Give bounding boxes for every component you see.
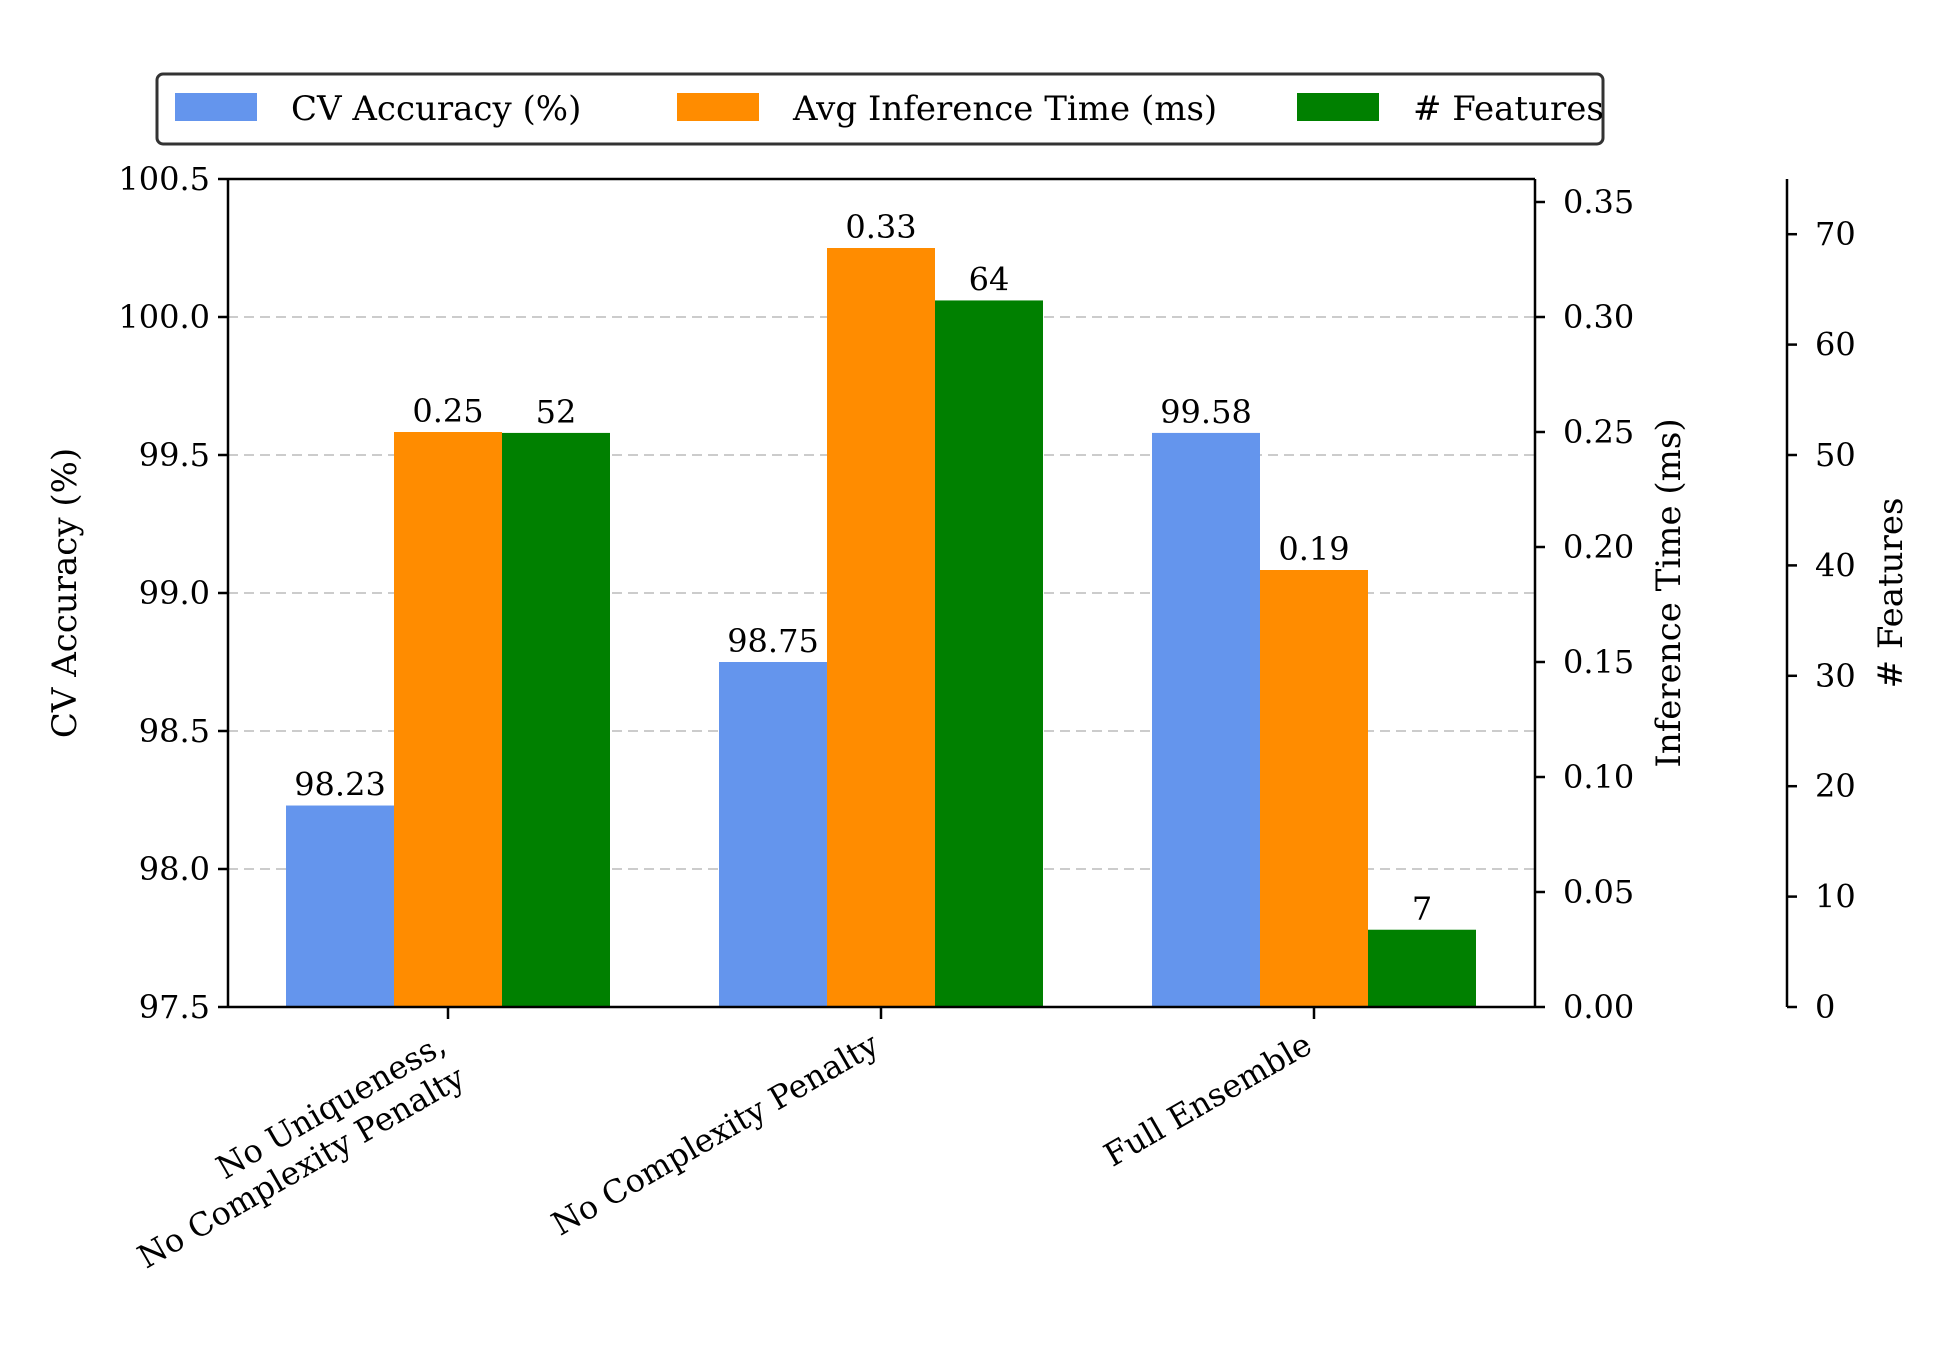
far-right-tick-label: 70 xyxy=(1815,215,1856,253)
right-tick-label: 0.20 xyxy=(1563,528,1634,566)
left-axis-title: CV Accuracy (%) xyxy=(45,448,85,738)
left-tick-label: 100.0 xyxy=(118,298,210,336)
right-tick-label: 0.30 xyxy=(1563,298,1634,336)
bar-value-label: 64 xyxy=(969,260,1010,298)
far-right-tick-label: 40 xyxy=(1815,546,1856,584)
legend-swatch-features xyxy=(1297,93,1379,121)
right-tick-label: 0.10 xyxy=(1563,758,1634,796)
far-right-tick-label: 30 xyxy=(1815,657,1856,695)
category-label: Full Ensemble xyxy=(1097,1025,1318,1174)
bar-left-2 xyxy=(1152,432,1260,1007)
bar-left-0 xyxy=(286,805,394,1007)
bar-left-1 xyxy=(719,662,827,1007)
far-right-tick-label: 0 xyxy=(1815,988,1835,1026)
far-right-tick-label: 60 xyxy=(1815,326,1856,364)
bar-far-right-2 xyxy=(1368,929,1476,1007)
category-label-line: No Complexity Penalty xyxy=(131,1058,471,1276)
bar-value-label: 0.33 xyxy=(845,208,916,246)
right-tick-label: 0.05 xyxy=(1563,873,1634,911)
bar-right-1 xyxy=(827,248,935,1007)
legend-label-features: # Features xyxy=(1413,89,1604,129)
right-tick-label: 0.25 xyxy=(1563,413,1634,451)
bars-layer xyxy=(286,248,1476,1007)
bar-value-label: 7 xyxy=(1412,890,1432,928)
right-axis-title: Inference Time (ms) xyxy=(1649,418,1689,767)
category-label: No Uniqueness,No Complexity Penalty xyxy=(112,1025,471,1276)
left-tick-label: 99.0 xyxy=(139,574,210,612)
left-tick-label: 98.0 xyxy=(139,850,210,888)
left-tick-label: 99.5 xyxy=(139,436,210,474)
legend-label-accuracy: CV Accuracy (%) xyxy=(291,89,581,129)
category-label: No Complexity Penalty xyxy=(545,1025,885,1243)
left-tick-label: 97.5 xyxy=(139,988,210,1026)
bar-right-2 xyxy=(1260,570,1368,1007)
bar-right-0 xyxy=(394,432,502,1007)
bar-value-label: 52 xyxy=(536,393,577,431)
category-label-line: Full Ensemble xyxy=(1097,1025,1318,1174)
legend: CV Accuracy (%) Avg Inference Time (ms) … xyxy=(155,72,1605,146)
right-tick-label: 0.00 xyxy=(1563,988,1634,1026)
legend-label-inference: Avg Inference Time (ms) xyxy=(792,89,1217,129)
bar-value-label: 98.75 xyxy=(727,622,819,660)
bar-far-right-0 xyxy=(502,432,610,1007)
legend-box xyxy=(155,72,1605,146)
category-label-line: No Complexity Penalty xyxy=(545,1025,885,1243)
bar-value-label: 99.58 xyxy=(1160,393,1252,431)
bar-value-label: 0.19 xyxy=(1278,530,1349,568)
bar-value-label: 98.23 xyxy=(294,766,386,804)
far-right-tick-label: 20 xyxy=(1815,767,1856,805)
far-right-tick-label: 50 xyxy=(1815,436,1856,474)
right-tick-label: 0.35 xyxy=(1563,183,1634,221)
far-right-tick-label: 10 xyxy=(1815,878,1856,916)
left-tick-label: 100.5 xyxy=(118,160,210,198)
labels-layer: 98.23 98.75 99.58 0.25 0.33 0.19 52 64 7 xyxy=(294,208,1432,928)
bar-value-label: 0.25 xyxy=(412,392,483,430)
left-tick-label: 98.5 xyxy=(139,712,210,750)
far-right-axis-title: # Features xyxy=(1871,498,1911,689)
legend-swatch-inference xyxy=(677,93,759,121)
legend-swatch-accuracy xyxy=(175,93,257,121)
bar-far-right-1 xyxy=(935,300,1043,1007)
right-tick-label: 0.15 xyxy=(1563,643,1634,681)
